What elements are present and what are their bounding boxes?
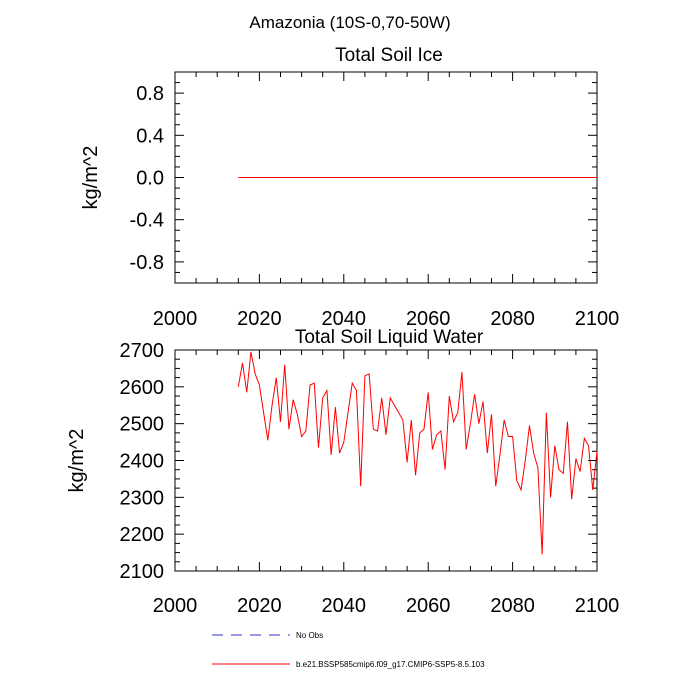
y-axis-label: kg/m^2 <box>66 429 88 493</box>
chart-panel-2: Total Soil Liquid Water kg/m^2 2000 2020 204… <box>66 327 619 617</box>
y-axis-label: kg/m^2 <box>80 146 102 210</box>
x-tick-label: 2020 <box>237 595 282 617</box>
series-line-1 <box>237 351 598 555</box>
y-tick-label: 2700 <box>120 340 165 362</box>
y-tick-label: 0.0 <box>136 168 164 190</box>
y-tick-label: 0.8 <box>136 83 164 105</box>
x-tick-label: 2040 <box>322 595 367 617</box>
legend: No Obs b.e21.BSSP585cmip6.f09_g17.CMIP6-S… <box>212 631 485 669</box>
x-tick-label: 2080 <box>490 308 535 330</box>
y-tick-label: -0.8 <box>130 252 164 274</box>
y-tick-label: 2500 <box>120 414 165 436</box>
chart-title: Total Soil Ice <box>335 45 443 66</box>
chart-panel-1: Total Soil Ice kg/m^2 2000 2020 2040 2060 2080… <box>80 45 619 330</box>
legend-label-1: No Obs <box>296 631 323 640</box>
y-tick-label: 2600 <box>120 377 165 399</box>
y-tick-label: 2300 <box>120 487 165 509</box>
y-tick-label: 0.4 <box>136 125 164 147</box>
legend-label-2: b.e21.BSSP585cmip6.f09_g17.CMIP6-SSP5-8.… <box>296 660 485 669</box>
x-tick-label: 2000 <box>153 308 198 330</box>
y-tick-label: -0.4 <box>130 210 164 232</box>
x-tick-label: 2060 <box>406 308 451 330</box>
x-tick-label: 2020 <box>237 308 282 330</box>
x-tick-label: 2000 <box>153 595 198 617</box>
plot-frame <box>174 349 598 572</box>
chart-title: Total Soil Liquid Water <box>295 327 484 348</box>
x-tick-label: 2060 <box>406 595 451 617</box>
x-tick-label: 2100 <box>575 308 620 330</box>
x-tick-label: 2040 <box>322 308 367 330</box>
x-tick-label: 2080 <box>490 595 535 617</box>
y-tick-label: 2100 <box>120 561 165 583</box>
x-tick-label: 2100 <box>575 595 620 617</box>
y-tick-label: 2400 <box>120 451 165 473</box>
chart-panels: Total Soil Ice kg/m^2 2000 2020 2040 2060 2080… <box>66 45 619 617</box>
page-title: Amazonia (10S-0,70-50W) <box>249 13 450 32</box>
y-tick-label: 2200 <box>120 524 165 546</box>
